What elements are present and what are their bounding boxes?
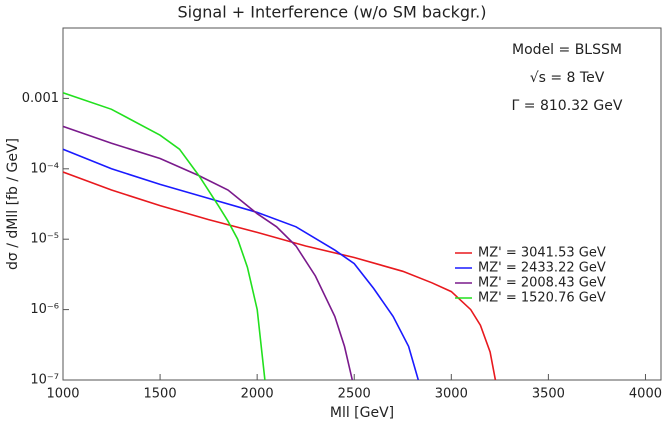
- annotation: √s = 8 TeV: [530, 70, 605, 86]
- x-tick-label: 1500: [144, 387, 177, 402]
- y-tick-label: 10⁻⁶: [30, 302, 59, 317]
- legend-label: MZ' = 2433.22 GeV: [478, 261, 606, 276]
- legend-label: MZ' = 3041.53 GeV: [478, 246, 606, 261]
- annotation: Γ = 810.32 GeV: [512, 98, 623, 114]
- series-line: [63, 171, 497, 380]
- x-tick-label: 2500: [338, 387, 371, 402]
- y-tick-label: 10⁻⁴: [30, 161, 59, 176]
- x-axis-label: Mll [GeV]: [330, 405, 394, 421]
- x-tick-label: 3000: [435, 387, 468, 402]
- legend-label: MZ' = 1520.76 GeV: [478, 291, 606, 306]
- y-tick-label: 10⁻⁵: [30, 232, 59, 247]
- plot-frame: [62, 27, 662, 381]
- series-line: [63, 92, 266, 380]
- series-line: [63, 125, 354, 380]
- x-tick-label: 2000: [241, 387, 274, 402]
- series-line: [63, 148, 420, 380]
- chart-title: Signal + Interference (w/o SM backgr.): [178, 3, 487, 22]
- y-tick-label: 0.001: [22, 91, 59, 106]
- y-axis-label: dσ / dMll [fb / GeV]: [5, 138, 21, 270]
- x-tick-label: 4000: [629, 387, 662, 402]
- x-tick-label: 1000: [46, 387, 79, 402]
- legend-label: MZ' = 2008.43 GeV: [478, 276, 606, 291]
- annotation: Model = BLSSM: [512, 42, 622, 58]
- x-tick-label: 3500: [532, 387, 565, 402]
- y-tick-label: 10⁻⁷: [30, 373, 59, 388]
